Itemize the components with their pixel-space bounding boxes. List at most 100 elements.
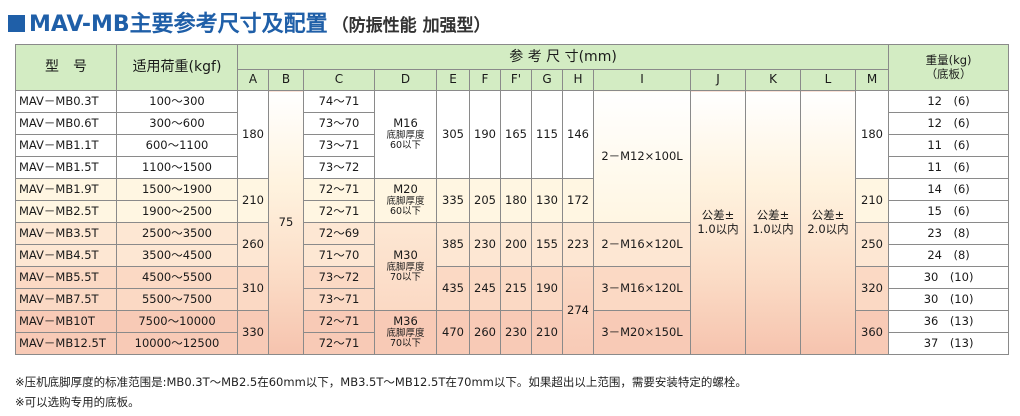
col-a: A bbox=[237, 69, 269, 91]
col-i: I bbox=[593, 69, 691, 91]
cell-load: 4500～5500 bbox=[116, 266, 238, 289]
header-weight: 重量(kg) （底板） bbox=[888, 44, 1010, 91]
cell-model: MAV－MB1.1T bbox=[15, 134, 117, 157]
cell-m: 180 bbox=[854, 90, 890, 179]
cell-a: 330 bbox=[237, 310, 269, 355]
col-l: L bbox=[800, 69, 856, 91]
header-dims: 参 考 尺 寸(mm) bbox=[236, 44, 890, 70]
header-load: 适用荷重(kgf) bbox=[116, 44, 238, 91]
cell-load: 10000～12500 bbox=[116, 332, 238, 355]
cell-f: 260 bbox=[469, 310, 501, 355]
cell-weight: 12 (6) bbox=[888, 90, 1010, 113]
cell-k: 公差± 1.0以内 bbox=[745, 90, 801, 355]
spec-table: 型 号 适用荷重(kgf) 参 考 尺 寸(mm) 重量(kg) （底板） A … bbox=[15, 44, 1010, 355]
cell-h: 172 bbox=[562, 178, 594, 223]
cell-model: MAV－MB7.5T bbox=[15, 288, 117, 311]
cell-a: 260 bbox=[237, 222, 269, 267]
page-title: MAV-MB主要参考尺寸及配置 （防振性能 加强型） bbox=[8, 6, 491, 40]
cell-model: MAV－MB4.5T bbox=[15, 244, 117, 267]
cell-weight: 14 (6) bbox=[888, 178, 1010, 201]
cell-model: MAV－MB0.3T bbox=[15, 90, 117, 113]
col-g: G bbox=[531, 69, 563, 91]
d-note: 底脚厚度 60以下 bbox=[386, 195, 425, 218]
cell-model: MAV－MB0.6T bbox=[15, 112, 117, 135]
cell-e: 435 bbox=[436, 266, 470, 311]
cell-load: 1500～1900 bbox=[116, 178, 238, 201]
cell-weight: 30 (10) bbox=[888, 266, 1010, 289]
footnote-1: ※压机底脚厚度的标准范围是:MB0.3T～MB2.5在60mm以下，MB3.5T… bbox=[15, 375, 747, 389]
cell-g: 190 bbox=[531, 266, 563, 311]
cell-m: 250 bbox=[854, 222, 890, 267]
cell-i: 3－M20×150L bbox=[593, 310, 691, 355]
title-square-icon bbox=[8, 15, 25, 32]
cell-e: 305 bbox=[436, 90, 470, 179]
cell-m: 360 bbox=[854, 310, 890, 355]
cell-m: 320 bbox=[854, 266, 890, 311]
cell-f: 205 bbox=[469, 178, 501, 223]
cell-g: 115 bbox=[531, 90, 563, 179]
cell-model: MAV－MB1.9T bbox=[15, 178, 117, 201]
cell-load: 100～300 bbox=[116, 90, 238, 113]
cell-d: M16 底脚厚度 60以下 bbox=[374, 90, 437, 179]
col-e: E bbox=[436, 69, 470, 91]
cell-h: 223 bbox=[562, 222, 594, 267]
cell-c: 72～71 bbox=[303, 310, 375, 333]
cell-load: 300～600 bbox=[116, 112, 238, 135]
cell-load: 7500～10000 bbox=[116, 310, 238, 333]
cell-h: 146 bbox=[562, 90, 594, 179]
cell-c: 73～71 bbox=[303, 288, 375, 311]
cell-e: 335 bbox=[436, 178, 470, 223]
cell-c: 72～69 bbox=[303, 222, 375, 245]
cell-model: MAV－MB12.5T bbox=[15, 332, 117, 355]
cell-g: 210 bbox=[531, 310, 563, 355]
d-note-value: 60以下 bbox=[389, 140, 422, 152]
col-m: M bbox=[854, 69, 890, 91]
title-sub: （防振性能 加强型） bbox=[331, 16, 491, 36]
cell-load: 3500～4500 bbox=[116, 244, 238, 267]
d-note: 底脚厚度 bbox=[386, 129, 425, 141]
cell-c: 72～71 bbox=[303, 178, 375, 201]
cell-f-prime: 180 bbox=[500, 178, 532, 223]
cell-model: MAV－MB1.5T bbox=[15, 156, 117, 179]
cell-c: 73～72 bbox=[303, 156, 375, 179]
cell-load: 5500～7500 bbox=[116, 288, 238, 311]
cell-a: 210 bbox=[237, 178, 269, 223]
cell-a: 310 bbox=[237, 266, 269, 311]
cell-model: MAV－MB5.5T bbox=[15, 266, 117, 289]
cell-load: 1100～1500 bbox=[116, 156, 238, 179]
cell-h: 274 bbox=[562, 266, 594, 355]
col-f-prime: F' bbox=[500, 69, 532, 91]
table-row: MAV－MB3.5T 2500～3500 260 72～69 M30 底脚厚度 7… bbox=[15, 222, 1010, 311]
cell-f-prime: 215 bbox=[500, 266, 532, 311]
d-bolt: M16 bbox=[393, 116, 418, 131]
cell-load: 1900～2500 bbox=[116, 200, 238, 223]
header-weight-line1: 重量(kg) bbox=[925, 53, 972, 68]
cell-c: 71～70 bbox=[303, 244, 375, 267]
table-row: MAV－MB5.5T 4500～5500 310 73～72 435 245 2… bbox=[15, 266, 1010, 355]
cell-f: 190 bbox=[469, 90, 501, 179]
cell-c: 73～70 bbox=[303, 112, 375, 135]
k-line2: 1.0以内 bbox=[752, 221, 794, 236]
d-bolt: M20 bbox=[393, 182, 418, 197]
footnotes: ※压机底脚厚度的标准范围是:MB0.3T～MB2.5在60mm以下，MB3.5T… bbox=[15, 372, 747, 412]
d-bolt: M36 bbox=[393, 314, 418, 329]
cell-e: 385 bbox=[436, 222, 470, 267]
cell-weight: 11 (6) bbox=[888, 156, 1010, 179]
cell-d: M36 底脚厚度 70以下 bbox=[374, 310, 437, 355]
header-model: 型 号 bbox=[15, 44, 117, 91]
cell-a: 180 bbox=[237, 90, 269, 179]
d-note: 底脚厚度 70以下 bbox=[386, 327, 425, 350]
cell-weight: 23 (8) bbox=[888, 222, 1010, 245]
cell-c: 73～72 bbox=[303, 266, 375, 289]
col-d: D bbox=[374, 69, 437, 91]
table-row: MAV－MB1.9T 1500～1900 210 72～71 M20 底脚厚度 6… bbox=[15, 178, 1010, 223]
cell-d: M30 底脚厚度 70以下 bbox=[374, 222, 437, 311]
cell-e: 470 bbox=[436, 310, 470, 355]
header-weight-line2: （底板） bbox=[925, 66, 972, 81]
cell-j: 公差± 1.0以内 bbox=[690, 90, 746, 355]
col-b: B bbox=[268, 69, 304, 91]
d-note: 底脚厚度 70以下 bbox=[386, 261, 425, 284]
l-line1: 公差± bbox=[811, 208, 845, 223]
cell-i: 3－M16×120L bbox=[593, 266, 691, 311]
cell-load: 600～1100 bbox=[116, 134, 238, 157]
